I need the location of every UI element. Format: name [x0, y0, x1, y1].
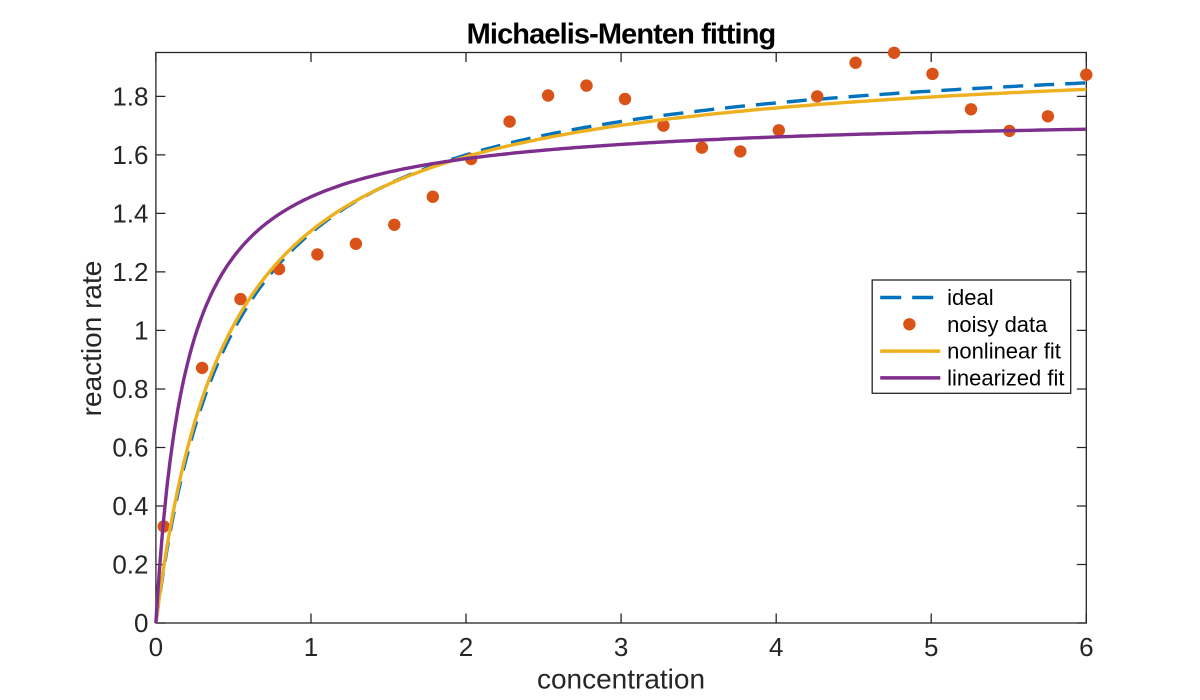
svg-text:linearized fit: linearized fit [947, 365, 1064, 390]
svg-text:0.2: 0.2 [112, 550, 148, 580]
svg-text:6: 6 [1079, 632, 1093, 662]
svg-text:0.8: 0.8 [112, 374, 148, 404]
svg-text:ideal: ideal [947, 285, 993, 310]
svg-text:concentration: concentration [537, 664, 705, 695]
svg-text:1: 1 [134, 315, 148, 345]
svg-text:1.2: 1.2 [112, 257, 148, 287]
svg-text:nonlinear fit: nonlinear fit [947, 339, 1061, 364]
svg-text:4: 4 [769, 632, 783, 662]
svg-text:0: 0 [134, 608, 148, 638]
svg-text:5: 5 [924, 632, 938, 662]
svg-text:1.4: 1.4 [112, 198, 148, 228]
svg-text:noisy data: noisy data [947, 312, 1048, 337]
svg-text:Michaelis-Menten fitting: Michaelis-Menten fitting [467, 19, 776, 51]
svg-text:reaction rate: reaction rate [76, 261, 107, 417]
svg-text:1.8: 1.8 [112, 81, 148, 111]
svg-text:0.4: 0.4 [112, 491, 148, 521]
svg-text:1: 1 [304, 632, 318, 662]
svg-text:3: 3 [614, 632, 628, 662]
svg-text:0: 0 [149, 632, 163, 662]
svg-text:1.6: 1.6 [112, 140, 148, 170]
svg-text:2: 2 [459, 632, 473, 662]
svg-text:0.6: 0.6 [112, 433, 148, 463]
